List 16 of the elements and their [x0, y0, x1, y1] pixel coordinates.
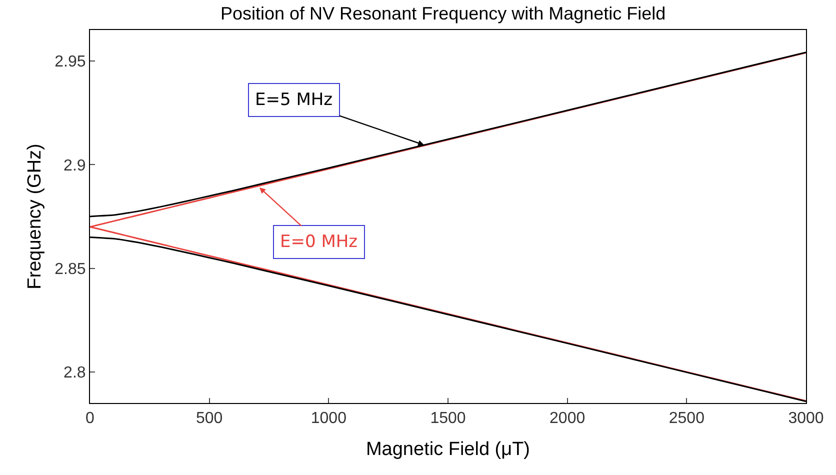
x-tick-label: 2500	[668, 410, 705, 428]
x-tick-label: 0	[86, 410, 95, 428]
y-tick-label: 2.9	[64, 157, 86, 174]
y-tick-label: 2.85	[54, 260, 86, 278]
annotation: E=5 MHz	[255, 90, 333, 110]
x-axis-title: Magnetic Field (μT)	[366, 439, 530, 460]
chart-title: Position of NV Resonant Frequency with Magnetic Field	[220, 4, 666, 24]
annotation: E=0 MHz	[280, 232, 358, 252]
x-tick-label: 1500	[430, 410, 466, 428]
x-tick-label: 2000	[550, 410, 586, 428]
x-tick-label: 1000	[310, 410, 347, 428]
y-axis-title: Frequency (GHz)	[24, 144, 46, 290]
y-tick-label: 2.8	[64, 364, 86, 382]
y-tick-label: 2.95	[54, 54, 86, 71]
x-tick-label: 500	[196, 410, 223, 428]
x-tick-label: 3000	[788, 410, 824, 428]
